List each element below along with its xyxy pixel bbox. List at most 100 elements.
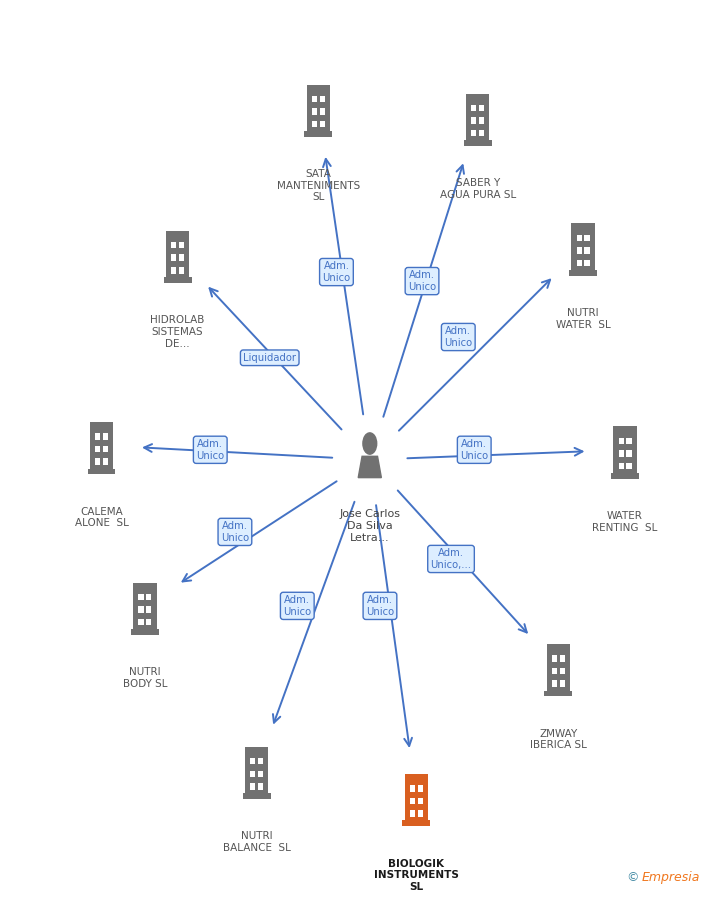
- Text: BIOLOGIK
INSTRUMENTS
SL: BIOLOGIK INSTRUMENTS SL: [373, 859, 459, 891]
- FancyBboxPatch shape: [577, 260, 582, 266]
- FancyBboxPatch shape: [146, 606, 151, 613]
- FancyBboxPatch shape: [545, 691, 572, 696]
- FancyBboxPatch shape: [627, 462, 632, 470]
- FancyBboxPatch shape: [320, 109, 325, 115]
- Text: CALEMA
ALONE  SL: CALEMA ALONE SL: [74, 507, 128, 529]
- FancyBboxPatch shape: [103, 458, 108, 465]
- FancyBboxPatch shape: [179, 254, 184, 261]
- FancyBboxPatch shape: [258, 770, 263, 777]
- Text: Adm.
Unico: Adm. Unico: [366, 595, 394, 616]
- FancyBboxPatch shape: [614, 426, 637, 473]
- FancyBboxPatch shape: [312, 121, 317, 128]
- Text: NUTRI
BODY SL: NUTRI BODY SL: [123, 667, 167, 689]
- FancyBboxPatch shape: [479, 105, 484, 111]
- FancyBboxPatch shape: [138, 606, 143, 613]
- FancyBboxPatch shape: [619, 462, 624, 470]
- FancyBboxPatch shape: [171, 254, 176, 261]
- FancyBboxPatch shape: [179, 267, 184, 273]
- FancyBboxPatch shape: [133, 583, 157, 629]
- Text: Adm.
Unico: Adm. Unico: [444, 326, 472, 348]
- FancyBboxPatch shape: [585, 234, 590, 242]
- FancyBboxPatch shape: [471, 130, 476, 137]
- FancyBboxPatch shape: [405, 774, 428, 821]
- FancyBboxPatch shape: [131, 629, 159, 634]
- FancyBboxPatch shape: [320, 121, 325, 128]
- FancyBboxPatch shape: [258, 783, 263, 790]
- FancyBboxPatch shape: [560, 668, 565, 674]
- FancyBboxPatch shape: [103, 446, 108, 452]
- FancyBboxPatch shape: [611, 473, 639, 479]
- Ellipse shape: [363, 433, 376, 454]
- FancyBboxPatch shape: [471, 105, 476, 111]
- Text: SATA
MANTENIMENTS
SL: SATA MANTENIMENTS SL: [277, 169, 360, 203]
- FancyBboxPatch shape: [306, 84, 330, 131]
- FancyBboxPatch shape: [585, 260, 590, 266]
- FancyBboxPatch shape: [627, 438, 632, 444]
- Text: Adm.
Unico: Adm. Unico: [408, 271, 436, 292]
- Text: HIDROLAB
SISTEMAS
DE...: HIDROLAB SISTEMAS DE...: [151, 315, 205, 348]
- FancyBboxPatch shape: [552, 681, 557, 687]
- FancyBboxPatch shape: [569, 270, 597, 276]
- FancyBboxPatch shape: [171, 267, 176, 273]
- Text: ©: ©: [627, 871, 639, 884]
- Text: Empresia: Empresia: [642, 871, 700, 884]
- FancyBboxPatch shape: [560, 681, 565, 687]
- FancyBboxPatch shape: [320, 96, 325, 102]
- Text: ZMWAY
IBERICA SL: ZMWAY IBERICA SL: [530, 729, 587, 750]
- Text: Adm.
Unico: Adm. Unico: [196, 439, 224, 461]
- FancyBboxPatch shape: [577, 247, 582, 253]
- FancyBboxPatch shape: [250, 758, 256, 765]
- FancyBboxPatch shape: [179, 242, 184, 248]
- FancyBboxPatch shape: [164, 277, 191, 283]
- FancyBboxPatch shape: [479, 130, 484, 137]
- FancyBboxPatch shape: [242, 794, 271, 799]
- FancyBboxPatch shape: [571, 224, 595, 270]
- FancyBboxPatch shape: [138, 594, 143, 600]
- Polygon shape: [358, 456, 381, 478]
- FancyBboxPatch shape: [166, 231, 189, 277]
- Text: NUTRI
BALANCE  SL: NUTRI BALANCE SL: [223, 832, 290, 853]
- FancyBboxPatch shape: [95, 446, 100, 452]
- FancyBboxPatch shape: [87, 469, 116, 474]
- FancyBboxPatch shape: [552, 655, 557, 662]
- Text: Adm.
Unico: Adm. Unico: [221, 521, 249, 543]
- FancyBboxPatch shape: [90, 422, 113, 469]
- FancyBboxPatch shape: [403, 821, 430, 826]
- FancyBboxPatch shape: [410, 810, 415, 816]
- FancyBboxPatch shape: [619, 438, 624, 444]
- Text: Adm.
Unico: Adm. Unico: [460, 439, 488, 461]
- FancyBboxPatch shape: [466, 93, 489, 140]
- FancyBboxPatch shape: [103, 433, 108, 440]
- Text: NUTRI
WATER  SL: NUTRI WATER SL: [555, 308, 610, 329]
- FancyBboxPatch shape: [627, 451, 632, 457]
- FancyBboxPatch shape: [418, 785, 423, 792]
- FancyBboxPatch shape: [479, 118, 484, 124]
- FancyBboxPatch shape: [552, 668, 557, 674]
- FancyBboxPatch shape: [418, 797, 423, 805]
- FancyBboxPatch shape: [312, 96, 317, 102]
- FancyBboxPatch shape: [95, 458, 100, 465]
- FancyBboxPatch shape: [250, 783, 256, 790]
- FancyBboxPatch shape: [312, 109, 317, 115]
- FancyBboxPatch shape: [258, 758, 263, 765]
- FancyBboxPatch shape: [464, 140, 492, 146]
- FancyBboxPatch shape: [410, 797, 415, 805]
- FancyBboxPatch shape: [95, 433, 100, 440]
- FancyBboxPatch shape: [146, 619, 151, 625]
- FancyBboxPatch shape: [304, 131, 332, 137]
- FancyBboxPatch shape: [418, 810, 423, 816]
- Text: Liquidador: Liquidador: [243, 353, 296, 363]
- FancyBboxPatch shape: [619, 451, 624, 457]
- FancyBboxPatch shape: [471, 118, 476, 124]
- Text: WATER
RENTING  SL: WATER RENTING SL: [593, 511, 658, 533]
- FancyBboxPatch shape: [171, 242, 176, 248]
- FancyBboxPatch shape: [577, 234, 582, 242]
- Text: SABER Y
AGUA PURA SL: SABER Y AGUA PURA SL: [440, 178, 516, 200]
- FancyBboxPatch shape: [250, 770, 256, 777]
- Text: Adm.
Unico: Adm. Unico: [283, 595, 312, 616]
- FancyBboxPatch shape: [245, 747, 269, 794]
- Text: Adm.
Unico: Adm. Unico: [323, 262, 350, 283]
- FancyBboxPatch shape: [547, 643, 570, 691]
- Text: Adm.
Unico,...: Adm. Unico,...: [430, 548, 472, 570]
- FancyBboxPatch shape: [146, 594, 151, 600]
